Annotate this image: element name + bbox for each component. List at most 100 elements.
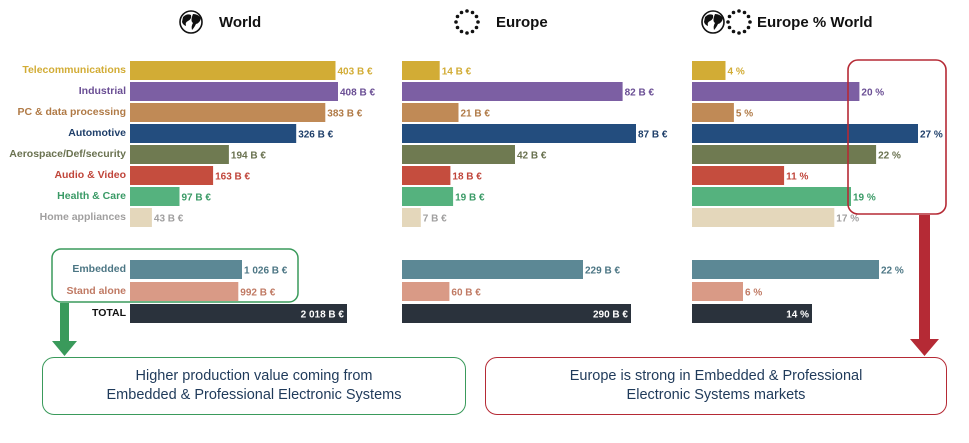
bar-embedded — [692, 260, 879, 279]
eu-stars-icon-star — [476, 20, 480, 24]
value-label-aerospace-def-security: 22 % — [878, 151, 901, 162]
red-arrow-head — [910, 339, 939, 356]
value-label-total: 14 % — [786, 310, 809, 321]
bar-pc-data-processing — [130, 103, 326, 122]
eu-stars-icon-star — [455, 14, 460, 19]
value-label-home-appliances: 17 % — [836, 214, 859, 225]
bar-aerospace-def-security — [402, 145, 515, 164]
category-label-health-care: Health & Care — [57, 190, 126, 202]
bar-stand-alone — [130, 282, 239, 301]
eu-stars-icon-star — [455, 25, 460, 30]
panel-europe: 14 B € 82 B € 21 B € 87 B € 42 B € 18 B € 19 B… — [402, 61, 668, 323]
eu-stars-icon — [726, 9, 752, 35]
bar-embedded — [402, 260, 583, 279]
category-label-telecommunications: Telecommunications — [22, 64, 126, 76]
eu-stars-icon-star — [474, 14, 479, 19]
value-label-automotive: 326 B € — [298, 130, 333, 141]
bar-telecommunications — [130, 61, 336, 80]
value-label-industrial: 20 % — [861, 88, 884, 99]
globe-icon-land-east — [713, 14, 723, 30]
bar-total — [130, 304, 347, 323]
eu-stars-icon-star — [731, 10, 736, 15]
eu-stars-icon-star — [737, 9, 741, 13]
bar-home-appliances — [130, 208, 152, 227]
eu-stars-icon-star — [465, 9, 469, 13]
globe-icon-land-west — [704, 14, 714, 26]
bar-industrial — [402, 82, 623, 101]
conclusion-box-green: Higher production value coming from Embe… — [42, 357, 466, 415]
globe-icon — [179, 10, 203, 34]
panel-title-europe: Europe — [496, 14, 548, 31]
value-label-embedded: 229 B € — [585, 266, 620, 277]
value-label-industrial: 82 B € — [625, 88, 655, 99]
value-label-automotive: 87 B € — [638, 130, 668, 141]
bar-stand-alone — [692, 282, 743, 301]
value-label-audio-video: 11 % — [786, 172, 808, 183]
conclusion-green-line-2: Embedded & Professional Electronic Syste… — [106, 387, 402, 403]
eu-stars-icon-star — [474, 25, 479, 30]
bar-automotive — [692, 124, 918, 143]
eu-stars-icon-star — [454, 20, 458, 24]
category-label-audio-video: Audio & Video — [54, 169, 126, 181]
conclusion-green-line-1: Higher production value coming from — [135, 368, 373, 384]
eu-stars-icon-star — [727, 25, 732, 30]
green-arrow-shaft — [60, 303, 69, 344]
red-arrow-shaft — [919, 215, 930, 341]
eu-stars-icon-star — [459, 29, 464, 34]
globe-icon-land-west — [182, 14, 192, 26]
panel-world: 403 B € 408 B € 383 B € 326 B € 194 B € 163 B… — [130, 61, 375, 323]
value-label-automotive: 27 % — [920, 130, 943, 141]
value-label-total: 2 018 B € — [301, 310, 345, 321]
bar-health-care — [130, 187, 180, 206]
bar-pc-data-processing — [692, 103, 734, 122]
category-label-automotive: Automotive — [68, 127, 126, 139]
eu-stars-icon-star — [746, 14, 751, 19]
panel-title-world: World — [219, 14, 262, 31]
value-label-audio-video: 163 B € — [215, 172, 250, 183]
eu-stars-icon-star — [731, 29, 736, 34]
eu-stars-icon-star — [470, 10, 475, 15]
value-label-aerospace-def-security: 42 B € — [517, 151, 547, 162]
value-label-pc-data-processing: 383 B € — [327, 109, 362, 120]
summary-label-stand-alone: Stand alone — [66, 285, 126, 297]
conclusion-red-line-2: Electronic Systems markets — [626, 387, 806, 403]
value-label-health-care: 19 B € — [455, 193, 485, 204]
eu-stars-icon-star — [746, 25, 751, 30]
value-label-health-care: 97 B € — [182, 193, 212, 204]
summary-label-total: TOTAL — [91, 307, 126, 319]
eu-stars-icon-star — [726, 20, 730, 24]
bar-health-care — [402, 187, 454, 206]
value-label-embedded: 22 % — [881, 266, 904, 277]
green-arrow-head — [52, 341, 77, 356]
eu-stars-icon-star — [465, 31, 469, 35]
bar-total — [692, 304, 812, 323]
bar-automotive — [130, 124, 297, 143]
category-label-industrial: Industrial — [78, 85, 126, 97]
bar-aerospace-def-security — [130, 145, 229, 164]
bar-stand-alone — [402, 282, 450, 301]
value-label-telecommunications: 403 B € — [338, 67, 373, 78]
category-label-pc-data-processing: PC & data processing — [17, 106, 126, 118]
category-label-home-appliances: Home appliances — [39, 211, 126, 223]
bar-industrial — [692, 82, 860, 101]
category-label-aerospace-def-security: Aerospace/Def/security — [9, 148, 126, 160]
bar-automotive — [402, 124, 636, 143]
bar-industrial — [130, 82, 338, 101]
bar-audio-video — [402, 166, 451, 185]
value-label-embedded: 1 026 B € — [244, 266, 288, 277]
bar-pc-data-processing — [402, 103, 459, 122]
value-label-pc-data-processing: 5 % — [736, 109, 753, 120]
value-label-stand-alone: 992 B € — [240, 288, 275, 299]
value-label-audio-video: 18 B € — [452, 172, 482, 183]
eu-stars-icon-star — [742, 29, 747, 34]
eu-stars-icon — [454, 9, 480, 35]
panel-europe-world: 4 % 20 % 5 % 27 % 22 % 11 % 19 % 17 % 22 % 6 % 14 … — [692, 61, 943, 323]
bar-audio-video — [692, 166, 785, 185]
value-label-telecommunications: 14 B € — [442, 67, 472, 78]
embedded-highlight-box — [51, 248, 299, 303]
bar-audio-video — [130, 166, 214, 185]
value-label-total: 290 B € — [593, 310, 628, 321]
eu-stars-icon-star — [748, 20, 752, 24]
bar-telecommunications — [402, 61, 440, 80]
